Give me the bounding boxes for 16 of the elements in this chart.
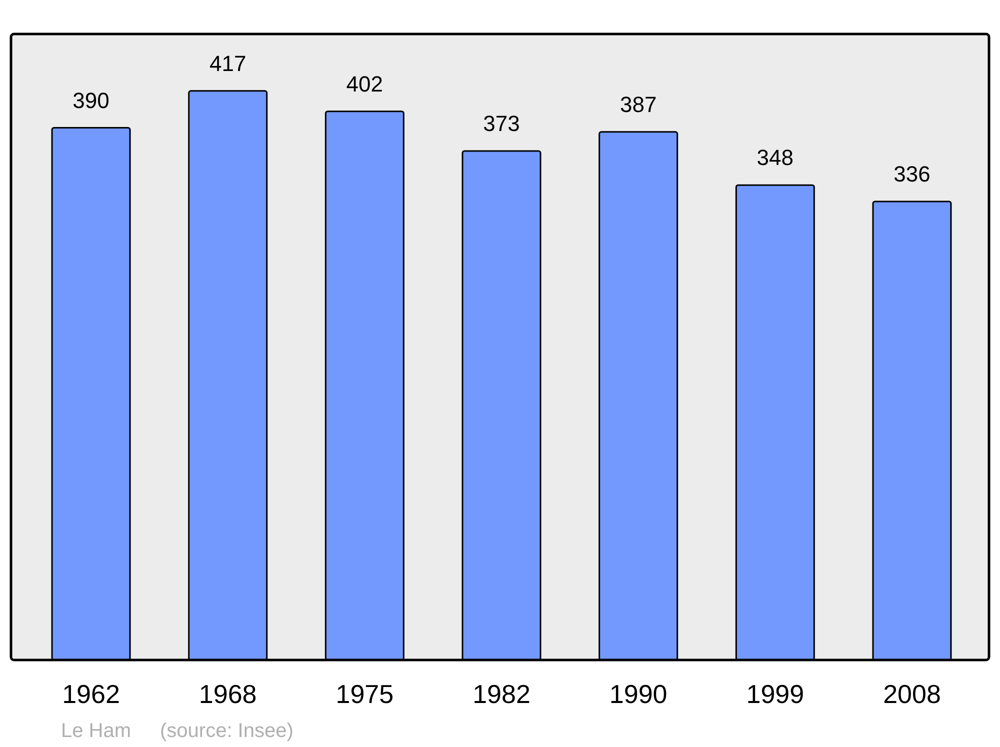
data-label: 390 <box>72 88 110 113</box>
data-label: 348 <box>756 145 794 170</box>
x-tick-label: 1975 <box>336 679 394 709</box>
data-label: 387 <box>620 92 657 117</box>
x-tick-label: 1990 <box>609 679 668 709</box>
x-tick-label: 1962 <box>62 679 120 709</box>
x-tick-label: 1968 <box>198 679 257 709</box>
data-label: 402 <box>346 71 384 96</box>
text: Le Ham <box>61 720 132 742</box>
data-label: 336 <box>894 161 930 186</box>
data-label: 417 <box>209 50 246 76</box>
x-tick-label: 1999 <box>746 679 804 709</box>
text: (source: Insee) <box>160 720 294 742</box>
x-tick-label: 1982 <box>472 679 530 709</box>
data-label: 373 <box>483 110 520 136</box>
x-tick-label: 2008 <box>883 679 941 709</box>
